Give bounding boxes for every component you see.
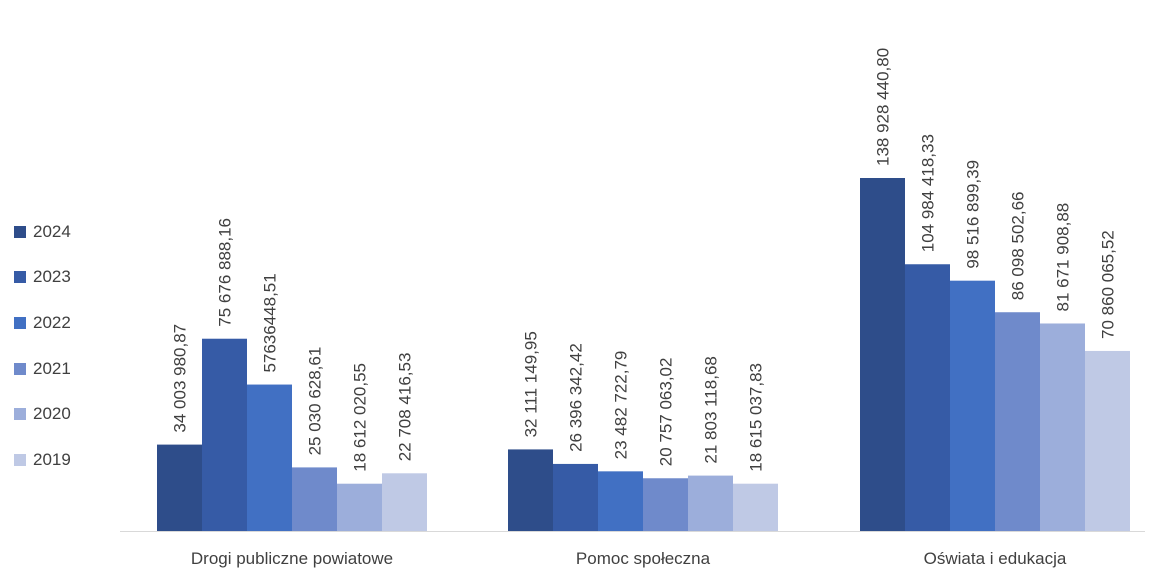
bar-2024-1: [157, 444, 202, 531]
bar-2023-1: [202, 338, 247, 531]
legend-swatch: [14, 362, 26, 375]
bar-2020-3: [1040, 323, 1085, 531]
bar-2019-3: [1085, 350, 1130, 531]
data-label-2020-3: 81 671 908,88: [1054, 203, 1073, 312]
data-label-2023-2: 26 396 342,42: [567, 343, 586, 452]
legend-swatch: [14, 225, 26, 238]
data-label-2023-1: 75 676 888,16: [216, 218, 235, 327]
data-label-2019-1: 22 708 416,53: [396, 353, 415, 462]
legend-item-2022: 2022: [14, 300, 71, 346]
bar-2023-3: [905, 264, 950, 531]
data-label-2021-3: 86 098 502,66: [1009, 192, 1028, 301]
data-label-2021-1: 25 030 628,61: [306, 347, 325, 456]
legend-item-2024: 2024: [14, 209, 71, 255]
legend-item-2023: 2023: [14, 255, 71, 301]
bar-2019-1: [382, 473, 427, 531]
legend-item-2019: 2019: [14, 437, 71, 483]
category-label-2: Pomoc społeczna: [576, 549, 711, 568]
data-label-2021-2: 20 757 063,02: [657, 358, 676, 467]
bar-2020-2: [688, 475, 733, 531]
data-label-2024-1: 34 003 980,87: [171, 324, 190, 433]
bar-2024-3: [860, 178, 905, 531]
legend-item-2020: 2020: [14, 391, 71, 437]
bar-2022-2: [598, 471, 643, 531]
legend-label: 2020: [33, 404, 71, 424]
bar-2019-2: [733, 483, 778, 531]
legend-item-2021: 2021: [14, 346, 71, 392]
legend-label: 2019: [33, 449, 71, 469]
data-label-2024-2: 32 111 149,95: [522, 331, 541, 437]
bar-2021-3: [995, 312, 1040, 531]
data-label-2022-1: 57636448,51: [261, 273, 280, 372]
data-label-2024-3: 138 928 440,80: [874, 48, 893, 166]
data-label-2019-2: 18 615 037,83: [747, 363, 766, 472]
data-label-2022-3: 98 516 899,39: [964, 160, 983, 269]
data-label-2023-3: 104 984 418,33: [919, 134, 938, 252]
bar-2024-2: [508, 449, 553, 531]
legend-swatch: [14, 408, 26, 421]
bar-2020-1: [337, 483, 382, 531]
legend-label: 2021: [33, 358, 71, 378]
legend-label: 2024: [33, 221, 71, 241]
data-label-2020-2: 21 803 118,68: [702, 356, 721, 463]
category-label-1: Drogi publiczne powiatowe: [191, 549, 393, 568]
bar-2022-1: [247, 384, 292, 531]
legend-label: 2022: [33, 312, 71, 332]
data-label-2022-2: 23 482 722,79: [612, 351, 631, 460]
bar-2022-3: [950, 280, 995, 531]
bar-2021-1: [292, 467, 337, 531]
legend-swatch: [14, 453, 26, 466]
legend-swatch: [14, 316, 26, 329]
bar-2023-2: [553, 463, 598, 531]
legend-label: 2023: [33, 267, 71, 287]
legend-swatch: [14, 271, 26, 284]
category-label-3: Oświata i edukacja: [924, 549, 1067, 568]
bar-2021-2: [643, 478, 688, 531]
data-label-2020-1: 18 612 020,55: [351, 363, 370, 472]
data-label-2019-3: 70 860 065,52: [1099, 230, 1118, 339]
legend: 2024 2023 2022 2021 2020 2019: [14, 209, 71, 483]
